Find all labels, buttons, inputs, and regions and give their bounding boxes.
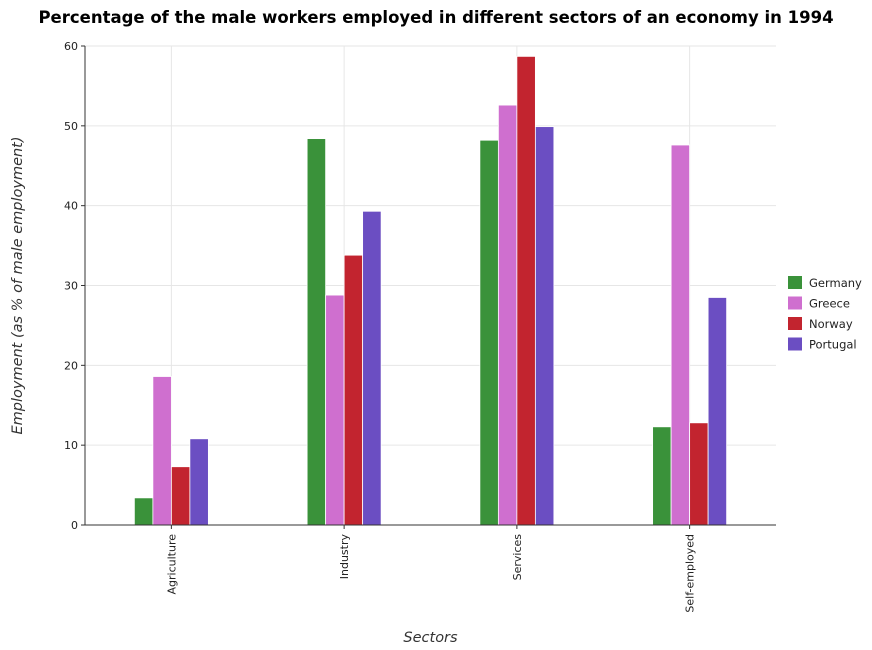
y-axis-title: Employment (as % of male employment) <box>10 136 26 434</box>
bar-germany-self-employed <box>652 426 672 526</box>
chart-title: Percentage of the male workers employed … <box>38 8 834 27</box>
legend-label-greece: Greece <box>809 297 850 311</box>
y-tick-label: 20 <box>64 359 78 372</box>
legend-swatch-norway <box>788 317 802 330</box>
legend-label-norway: Norway <box>809 317 853 331</box>
bar-portugal-services <box>534 126 555 526</box>
axes <box>81 45 776 529</box>
bar-germany-industry <box>306 138 327 526</box>
legend-swatch-greece <box>788 296 802 310</box>
x-tick-label: Industry <box>338 534 351 580</box>
legend-swatch-germany <box>788 276 802 289</box>
x-tick-label: Services <box>511 534 524 581</box>
bar-norway-self-employed <box>689 422 709 526</box>
bar-greece-services <box>497 104 518 526</box>
legend-swatch-portugal <box>788 337 802 351</box>
legend: Germany Greece Norway Portugal <box>788 276 862 352</box>
legend-label-germany: Germany <box>809 276 862 290</box>
bar-germany-agriculture <box>133 497 154 526</box>
y-tick-label: 0 <box>71 519 78 532</box>
y-tick-label: 30 <box>64 280 78 293</box>
y-tick-label: 50 <box>64 120 78 133</box>
tick-labels: 0 10 20 30 40 50 60 Agriculture Industry Services… <box>64 40 697 613</box>
bar-greece-agriculture <box>152 376 172 526</box>
bar-portugal-agriculture <box>189 438 209 526</box>
bar-germany-services <box>479 139 499 526</box>
bar-greece-industry <box>325 294 345 526</box>
x-axis-title: Sectors <box>403 630 458 646</box>
x-tick-label: Self-employed <box>684 534 697 613</box>
bars <box>133 55 728 526</box>
y-tick-label: 40 <box>64 200 78 213</box>
y-tick-label: 60 <box>64 40 78 53</box>
legend-label-portugal: Portugal <box>809 338 857 352</box>
bar-greece-self-employed <box>670 144 691 526</box>
y-tick-label: 10 <box>64 439 78 452</box>
bar-portugal-industry <box>362 210 382 526</box>
bar-norway-services <box>516 55 536 526</box>
bar-portugal-self-employed <box>707 297 728 526</box>
bar-norway-agriculture <box>170 466 191 526</box>
x-tick-label: Agriculture <box>165 534 178 595</box>
bar-norway-industry <box>343 254 364 526</box>
